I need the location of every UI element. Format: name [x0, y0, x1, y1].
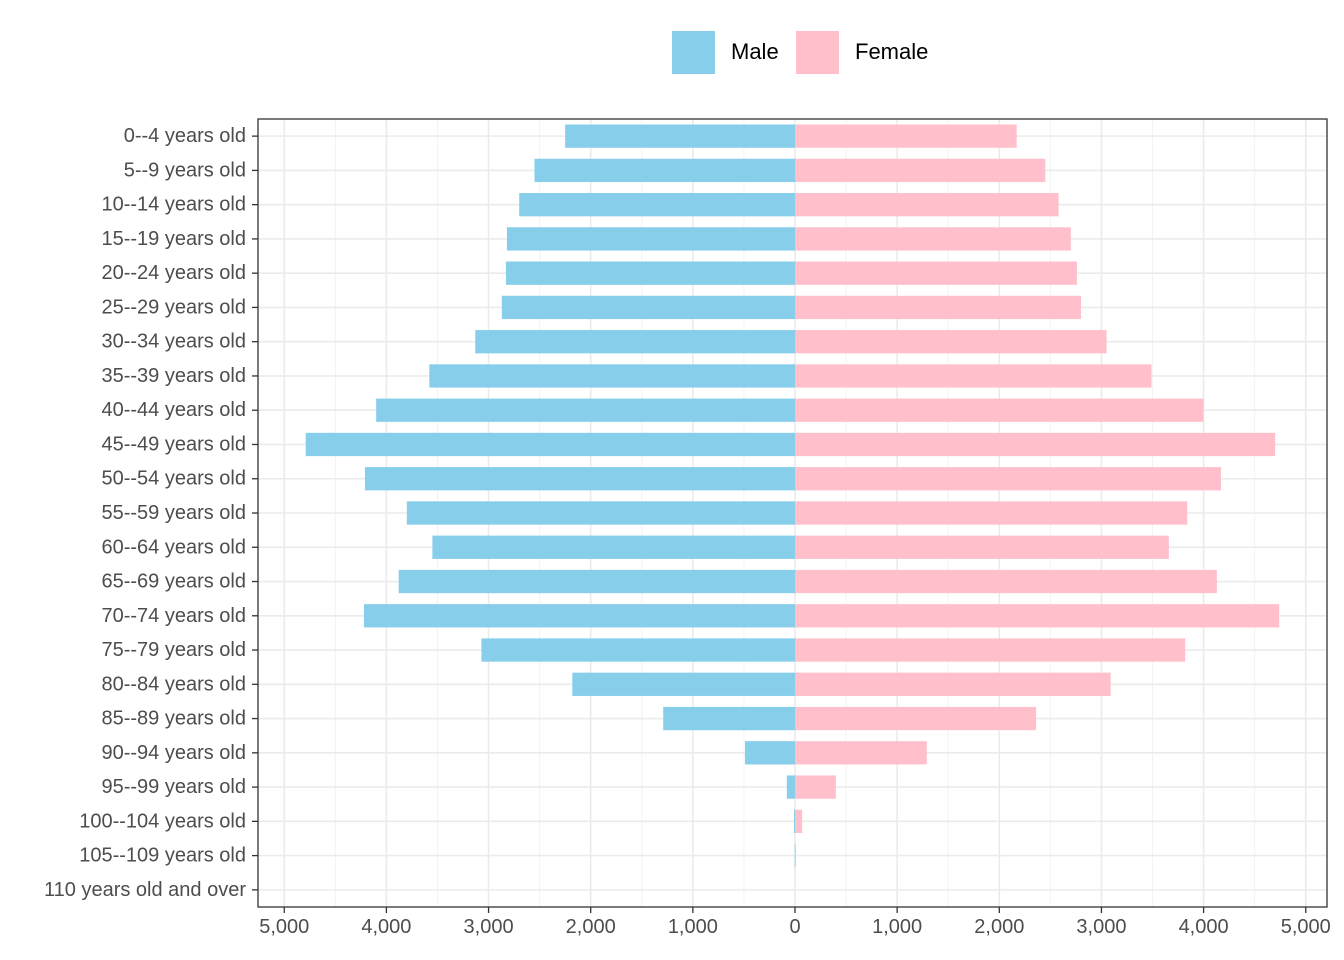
bar-female — [795, 364, 1152, 388]
bar-male — [305, 432, 795, 457]
y-tick-label: 10--14 years old — [101, 194, 246, 216]
y-tick-label: 65--69 years old — [101, 571, 246, 593]
legend-swatch-male — [672, 30, 715, 74]
x-tick-label: 5,000 — [1281, 916, 1331, 938]
y-tick-label: 100--104 years old — [79, 810, 246, 832]
legend-label-female: Female — [855, 39, 929, 64]
y-tick-label: 25--29 years old — [101, 296, 246, 318]
bar-male — [363, 604, 795, 628]
bar-female — [795, 432, 1276, 457]
y-tick-label: 15--19 years old — [101, 228, 246, 250]
x-tick-label: 5,000 — [259, 916, 309, 938]
legend-item-male[interactable]: Male — [672, 30, 779, 74]
y-tick-label: 55--59 years old — [101, 502, 246, 524]
bar-female — [795, 775, 836, 799]
bar-female — [795, 843, 797, 868]
bar-female — [795, 261, 1077, 285]
y-tick-label: 60--64 years old — [101, 536, 246, 558]
bar-female — [795, 638, 1186, 662]
bar-male — [572, 672, 795, 696]
legend-swatch-female — [796, 30, 839, 74]
bar-male — [406, 501, 795, 525]
y-tick-label: 0--4 years old — [124, 125, 246, 147]
bar-female — [795, 124, 1017, 148]
y-tick-label: 30--34 years old — [101, 331, 246, 353]
bar-male — [793, 809, 795, 833]
x-tick-label: 3,000 — [464, 916, 514, 938]
y-tick-label: 90--94 years old — [101, 742, 246, 764]
bar-female — [795, 330, 1107, 354]
y-tick-label: 110 years old and over — [44, 879, 246, 901]
y-tick-label: 95--99 years old — [101, 776, 246, 798]
y-tick-label: 35--39 years old — [101, 365, 246, 387]
x-tick-label: 3,000 — [1076, 916, 1126, 938]
bar-male — [432, 535, 795, 559]
bar-male — [398, 569, 795, 594]
bar-male — [501, 295, 795, 320]
bar-male — [565, 124, 795, 148]
bar-male — [505, 261, 795, 285]
bar-female — [795, 706, 1037, 731]
y-tick-label: 40--44 years old — [101, 399, 246, 421]
bar-male — [506, 227, 795, 251]
x-tick-label: 1,000 — [668, 916, 718, 938]
bar-male — [519, 193, 795, 217]
bar-female — [795, 809, 803, 833]
legend-label-male: Male — [731, 39, 779, 64]
bar-male — [429, 364, 795, 388]
y-tick-label: 45--49 years old — [101, 433, 246, 455]
bar-female — [795, 227, 1071, 251]
bar-female — [795, 672, 1111, 696]
bar-male — [475, 330, 795, 354]
bar-female — [795, 398, 1204, 422]
x-tick-label: 1,000 — [872, 916, 922, 938]
bar-female — [795, 158, 1046, 183]
bar-female — [795, 569, 1217, 594]
bar-male — [376, 398, 795, 422]
bar-female — [795, 295, 1082, 320]
bar-female — [795, 535, 1169, 559]
y-tick-label: 75--79 years old — [101, 639, 246, 661]
y-tick-label: 20--24 years old — [101, 262, 246, 284]
bar-female — [795, 741, 927, 765]
bar-male — [663, 706, 795, 731]
bar-male — [786, 775, 795, 799]
x-tick-label: 2,000 — [974, 916, 1024, 938]
bar-male — [744, 741, 795, 765]
y-tick-label: 70--74 years old — [101, 605, 246, 627]
y-tick-label: 105--109 years old — [79, 845, 246, 867]
legend: Male Female — [0, 30, 1344, 74]
x-tick-label: 4,000 — [1179, 916, 1229, 938]
bar-female — [795, 604, 1280, 628]
x-tick-label: 2,000 — [566, 916, 616, 938]
y-tick-label: 5--9 years old — [124, 159, 246, 181]
y-tick-label: 50--54 years old — [101, 468, 246, 490]
bar-female — [795, 501, 1188, 525]
bar-male — [364, 467, 795, 491]
x-tick-label: 4,000 — [361, 916, 411, 938]
x-tick-label: 0 — [789, 916, 800, 938]
y-tick-label: 85--89 years old — [101, 708, 246, 730]
bar-female — [795, 467, 1221, 491]
bar-male — [481, 638, 795, 662]
bar-female — [795, 193, 1059, 217]
bar-male — [534, 158, 795, 183]
legend-item-female[interactable]: Female — [796, 30, 928, 74]
y-tick-label: 80--84 years old — [101, 673, 246, 695]
